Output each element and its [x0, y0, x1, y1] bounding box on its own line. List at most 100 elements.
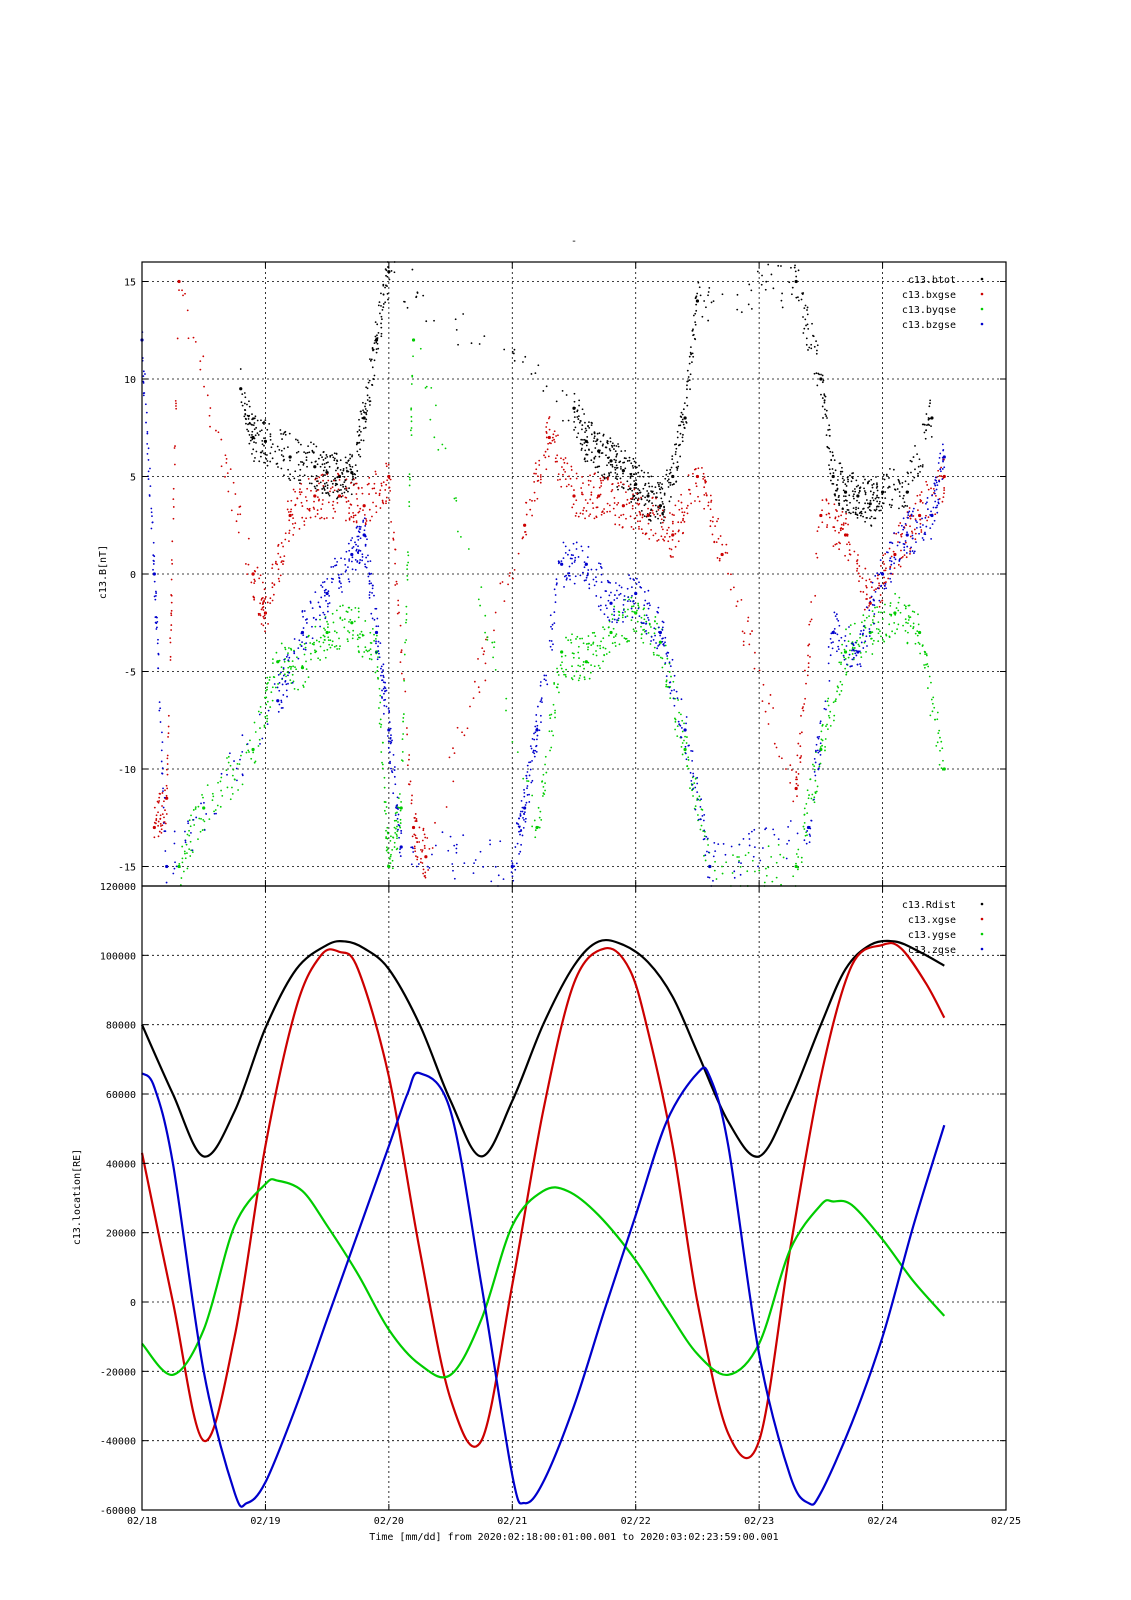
- scatter-dot: [313, 643, 315, 646]
- scatter-dot: [913, 550, 916, 553]
- x-axis-label: Time [mm/dd] from 2020:02:18:00:01:00.00…: [369, 1532, 778, 1543]
- scatter-dot: [830, 458, 833, 461]
- scatter-dot: [348, 487, 350, 490]
- scatter-dot: [220, 465, 223, 468]
- scatter-dot: [668, 686, 671, 689]
- scatter-dot: [383, 692, 385, 695]
- scatter-dot: [588, 427, 591, 429]
- scatter-dot: [574, 514, 577, 517]
- scatter-dot: [338, 587, 340, 590]
- scatter-dot: [351, 454, 354, 457]
- scatter-dot: [671, 455, 674, 458]
- scatter-dot: [307, 634, 310, 637]
- scatter-dot: [253, 417, 256, 420]
- scatter-dot: [622, 603, 625, 606]
- scatter-dot: [580, 449, 583, 451]
- scatter-dot: [632, 495, 635, 498]
- scatter-dot: [799, 756, 802, 759]
- scatter-dot: [797, 784, 799, 787]
- scatter-dot: [324, 629, 327, 631]
- scatter-dot: [376, 658, 379, 661]
- scatter-dot: [379, 694, 382, 697]
- data-point: [609, 601, 613, 605]
- scatter-dot: [361, 655, 364, 658]
- scatter-dot: [264, 595, 267, 598]
- scatter-dot: [632, 457, 635, 460]
- scatter-dot: [661, 657, 664, 660]
- scatter-dot: [593, 437, 596, 440]
- scatter-dot: [865, 616, 868, 619]
- scatter-dot: [579, 420, 582, 422]
- scatter-dot: [233, 778, 236, 781]
- scatter-dot: [795, 275, 798, 278]
- scatter-dot: [769, 694, 772, 696]
- scatter-dot: [593, 473, 596, 476]
- scatter-dot: [925, 663, 927, 666]
- scatter-dot: [681, 440, 684, 443]
- scatter-dot: [324, 656, 327, 659]
- scatter-dot: [644, 599, 647, 602]
- scatter-dot: [540, 699, 543, 701]
- data-point: [165, 864, 169, 869]
- scatter-dot: [202, 796, 204, 799]
- scatter-dot: [385, 483, 388, 486]
- scatter-dot: [703, 813, 706, 816]
- scatter-dot: [388, 486, 390, 489]
- scatter-dot: [827, 662, 830, 665]
- scatter-dot: [564, 457, 567, 459]
- scatter-dot: [384, 284, 387, 287]
- scatter-dot: [683, 722, 685, 725]
- scatter-dot: [584, 517, 586, 520]
- scatter-dot: [586, 556, 589, 559]
- scatter-dot: [689, 771, 692, 774]
- scatter-dot: [554, 460, 557, 463]
- scatter-dot: [321, 463, 324, 466]
- scatter-dot: [350, 503, 353, 506]
- scatter-dot: [597, 605, 600, 608]
- scatter-dot: [213, 812, 216, 815]
- scatter-dot: [250, 423, 253, 426]
- scatter-dot: [893, 532, 895, 534]
- scatter-dot: [942, 759, 944, 762]
- scatter-dot: [285, 655, 288, 658]
- scatter-dot: [560, 485, 563, 488]
- scatter-dot: [579, 665, 582, 668]
- scatter-dot: [592, 642, 594, 645]
- scatter-dot: [592, 507, 595, 510]
- scatter-dot: [289, 459, 291, 462]
- scatter-dot: [269, 602, 272, 605]
- scatter-dot: [873, 589, 876, 592]
- scatter-dot: [381, 679, 384, 682]
- scatter-dot: [680, 420, 683, 423]
- scatter-dot: [226, 773, 228, 776]
- scatter-dot: [930, 698, 933, 701]
- scatter-dot: [806, 812, 809, 814]
- scatter-dot: [826, 417, 828, 419]
- scatter-dot: [908, 510, 911, 513]
- scatter-dot: [550, 730, 553, 733]
- scatter-dot: [858, 490, 861, 493]
- scatter-dot: [710, 499, 713, 502]
- scatter-dot: [375, 351, 378, 354]
- scatter-dot: [567, 483, 570, 486]
- scatter-dot: [142, 392, 145, 395]
- scatter-dot: [345, 550, 348, 553]
- scatter-dot: [367, 560, 369, 563]
- scatter-dot: [640, 498, 643, 501]
- scatter-dot: [520, 829, 523, 832]
- scatter-dot: [666, 529, 669, 532]
- scatter-dot: [786, 842, 788, 845]
- scatter-dot: [871, 653, 874, 655]
- scatter-dot: [564, 674, 567, 676]
- scatter-dot: [378, 687, 381, 690]
- scatter-dot: [595, 650, 597, 652]
- scatter-dot: [271, 563, 274, 566]
- scatter-dot: [565, 394, 568, 396]
- scatter-dot: [863, 641, 866, 644]
- scatter-dot: [395, 827, 397, 830]
- data-point: [646, 494, 650, 498]
- scatter-dot: [382, 663, 385, 666]
- scatter-dot: [367, 575, 370, 578]
- scatter-dot: [645, 630, 647, 632]
- data-point: [831, 474, 835, 479]
